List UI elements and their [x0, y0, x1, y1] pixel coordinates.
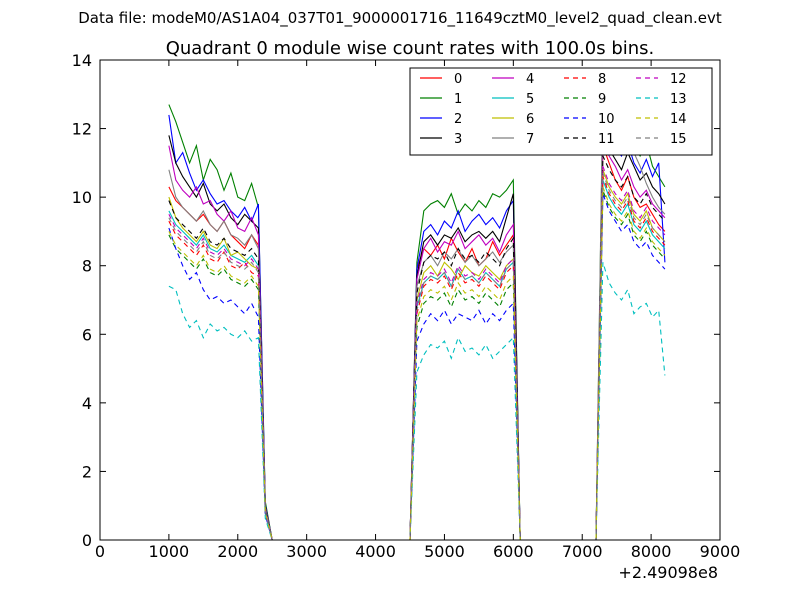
series-line-5 — [168, 179, 666, 541]
y-tick-label: 12 — [72, 120, 92, 139]
legend-label-7: 7 — [526, 132, 534, 147]
plot-frame — [99, 59, 721, 541]
x-offset-label: +2.49098e8 — [618, 563, 718, 582]
series-line-13 — [168, 262, 666, 541]
x-tick-label: 6000 — [493, 542, 534, 561]
y-tick-label: 8 — [82, 257, 92, 276]
series-line-0 — [168, 145, 666, 541]
x-tick-label: 2000 — [217, 542, 258, 561]
x-tick-label: 3000 — [286, 542, 327, 561]
legend-label-2: 2 — [454, 112, 462, 127]
y-tick-label: 2 — [82, 462, 92, 481]
series-line-12 — [168, 166, 666, 541]
x-axis: 0 1000 2000 3000 4000 5000 6000 7000 8000 9000 — [95, 60, 740, 561]
y-tick-label: 0 — [82, 531, 92, 550]
x-tick-label: 5000 — [424, 542, 465, 561]
x-tick-label: 1000 — [149, 542, 190, 561]
x-tick-label: 7000 — [562, 542, 603, 561]
legend-label-3: 3 — [454, 132, 462, 147]
legend-label-1: 1 — [454, 92, 462, 107]
x-tick-label: 4000 — [355, 542, 396, 561]
legend-label-0: 0 — [454, 72, 462, 87]
data-file-title: Data file: modeM0/AS1A04_037T01_90000017… — [78, 9, 722, 28]
legend-label-13: 13 — [670, 92, 687, 107]
series-line-3 — [168, 128, 666, 541]
series-line-10 — [168, 193, 666, 541]
plot-lines — [168, 85, 666, 541]
y-tick-label: 4 — [82, 394, 92, 413]
series-line-8 — [168, 176, 666, 541]
series-line-4 — [168, 135, 666, 541]
y-tick-label: 10 — [72, 188, 92, 207]
x-tick-label: 0 — [95, 542, 105, 561]
legend-label-14: 14 — [670, 112, 687, 127]
chart-title: Quadrant 0 module wise count rates with … — [166, 38, 655, 59]
y-tick-label: 6 — [82, 325, 92, 344]
series-line-11 — [168, 155, 666, 541]
legend-frame — [409, 67, 713, 156]
legend-label-12: 12 — [670, 72, 687, 87]
series-line-9 — [168, 190, 666, 541]
series-line-14 — [168, 186, 666, 541]
legend-label-9: 9 — [598, 92, 606, 107]
legend-label-15: 15 — [670, 132, 687, 147]
legend-label-8: 8 — [598, 72, 606, 87]
y-tick-label: 14 — [72, 51, 92, 70]
series-line-15 — [168, 172, 666, 541]
legend-label-11: 11 — [598, 132, 615, 147]
series-line-6 — [168, 169, 666, 541]
legend-label-5: 5 — [526, 92, 534, 107]
x-tick-label: 9000 — [700, 542, 741, 561]
legend-label-4: 4 — [526, 72, 534, 87]
legend-label-10: 10 — [598, 112, 615, 127]
legend-label-6: 6 — [526, 112, 534, 127]
x-tick-label: 8000 — [631, 542, 672, 561]
